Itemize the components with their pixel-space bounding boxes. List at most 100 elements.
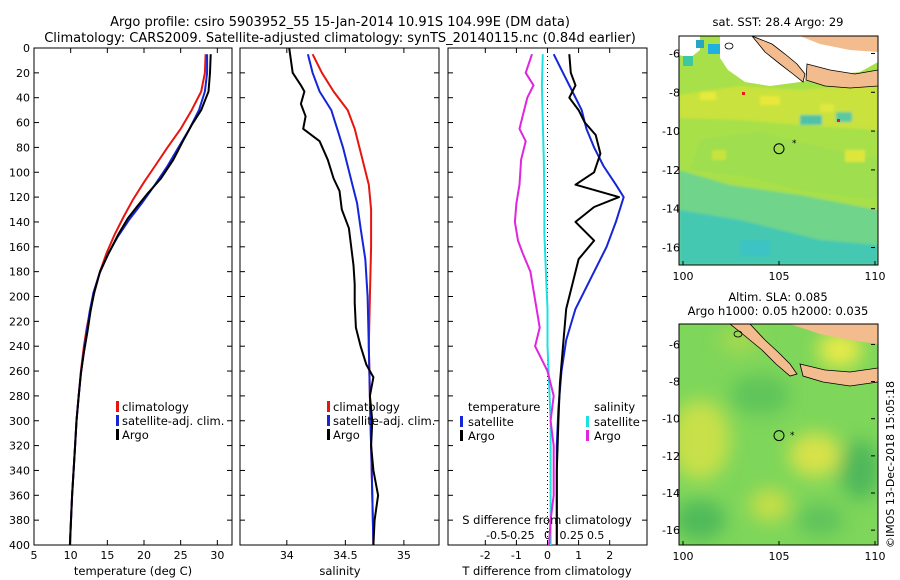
difference-series xyxy=(513,53,625,545)
x-tick-label: -2 xyxy=(480,549,491,562)
x-tick-label: 34.5 xyxy=(333,549,358,562)
salinity-difference-x-label: S difference from climatology xyxy=(462,513,632,527)
series-line-salinity-satellite xyxy=(540,54,552,545)
x-tick-label: 34 xyxy=(280,549,294,562)
lat-tick-label: -14 xyxy=(662,203,680,216)
y-tick-label: 280 xyxy=(9,390,30,403)
temperature-series xyxy=(68,54,212,545)
y-tick-label: 320 xyxy=(9,440,30,453)
lon-tick-label: 100 xyxy=(673,550,694,563)
legend-swatch-climatology xyxy=(116,401,119,412)
difference-x-label: T difference from climatology xyxy=(461,564,632,578)
temperature-x-axis: 5 10 15 20 25 30 xyxy=(31,48,224,562)
lon-tick-label: 105 xyxy=(769,270,790,283)
legend-swatch-argo xyxy=(327,429,330,440)
sst-map-title: sat. SST: 28.4 Argo: 29 xyxy=(713,15,844,29)
sla-map-title-1: Altim. SLA: 0.085 xyxy=(728,290,827,304)
y-tick-label: 140 xyxy=(9,216,30,229)
series-line-argo xyxy=(288,48,380,545)
y-tick-label: 0 xyxy=(23,42,30,55)
series-line-temperature-argo xyxy=(555,54,620,545)
legend-temperature-title: temperature xyxy=(468,400,540,414)
depth-axis: 0 20 40 60 80 100 120 140 160 180 200 220 240 260 280 3… xyxy=(9,42,647,552)
y-tick-label: 220 xyxy=(9,315,30,328)
legend-swatch-argo xyxy=(116,429,119,440)
lat-tick-label: -6 xyxy=(669,47,680,60)
legend-argo: Argo xyxy=(333,428,360,442)
legend-swatch-temp-argo xyxy=(460,430,463,441)
x2-tick-label: -0.5 xyxy=(486,529,507,542)
y-tick-label: 40 xyxy=(16,92,30,105)
lon-tick-label: 110 xyxy=(865,550,886,563)
legend-swatch-satellite xyxy=(327,415,330,426)
x-tick-label: 25 xyxy=(174,549,188,562)
y-tick-label: 160 xyxy=(9,241,30,254)
x-tick-label: 15 xyxy=(100,549,114,562)
lat-tick-label: -8 xyxy=(669,86,680,99)
y-tick-label: 100 xyxy=(9,166,30,179)
y-tick-label: 80 xyxy=(16,141,30,154)
legend-sal-satellite: satellite xyxy=(594,415,640,429)
lat-tick-label: -16 xyxy=(662,242,680,255)
salinity-series xyxy=(288,48,380,545)
sla-map-axes: 100 105 110 -6 -8 -10 -12 -14 -16 xyxy=(662,338,885,563)
salinity-x-axis: 34 34.5 35 xyxy=(280,48,411,562)
legend-swatch-sal-satellite xyxy=(586,416,589,427)
y-tick-label: 400 xyxy=(9,539,30,552)
x-tick-label: 5 xyxy=(31,549,38,562)
lat-tick-label: -6 xyxy=(669,338,680,351)
lon-tick-label: 105 xyxy=(769,550,790,563)
y-tick-label: 300 xyxy=(9,415,30,428)
x-tick-label: 30 xyxy=(210,549,224,562)
y-tick-label: 260 xyxy=(9,365,30,378)
x-tick-label: 1 xyxy=(575,549,582,562)
argo-star-icon: * xyxy=(790,431,795,441)
y-tick-label: 200 xyxy=(9,291,30,304)
title-line-2: Climatology: CARS2009. Satellite-adjuste… xyxy=(44,31,636,46)
legend-sal-argo: Argo xyxy=(594,429,621,443)
argo-location-marker xyxy=(773,143,785,155)
argo-location-marker xyxy=(773,430,785,442)
legend-swatch-climatology xyxy=(327,401,330,412)
sst-map: * xyxy=(679,36,878,265)
series-line-salinity-argo xyxy=(513,53,555,545)
x2-tick-label: -0.25 xyxy=(506,529,534,542)
sla-map: * xyxy=(679,324,878,545)
legend-swatch-sal-argo xyxy=(586,430,589,441)
lat-tick-label: -8 xyxy=(669,376,680,389)
difference-legend: temperature satellite Argo salinity sate… xyxy=(460,400,640,443)
lat-tick-label: -16 xyxy=(662,524,680,537)
temperature-legend: climatology satellite-adj. clim. Argo xyxy=(116,400,224,442)
legend-salinity-title: salinity xyxy=(594,400,635,414)
x2-tick-label: 0.25 xyxy=(560,529,585,542)
x2-tick-label: 0 xyxy=(544,529,551,542)
lon-tick-label: 100 xyxy=(673,270,694,283)
title-line-1: Argo profile: csiro 5903952_55 15-Jan-20… xyxy=(110,15,570,30)
legend-temp-argo: Argo xyxy=(468,429,495,443)
lat-tick-label: -12 xyxy=(662,450,680,463)
x2-tick-label: 0.5 xyxy=(587,529,605,542)
salinity-x-label: salinity xyxy=(319,564,360,578)
sst-map-axes: 100 105 110 -6 -8 -10 -12 -14 -16 xyxy=(662,47,885,283)
legend-argo: Argo xyxy=(122,428,149,442)
y-tick-label: 360 xyxy=(9,489,30,502)
x-tick-label: 0 xyxy=(544,549,551,562)
temperature-panel xyxy=(33,47,233,546)
lat-tick-label: -10 xyxy=(662,413,680,426)
lat-tick-label: -14 xyxy=(662,487,680,500)
x-tick-label: 10 xyxy=(64,549,78,562)
y-tick-label: 20 xyxy=(16,67,30,80)
series-line-argo xyxy=(68,54,212,545)
salinity-legend: climatology satellite-adj. clim. Argo xyxy=(327,400,435,442)
x-tick-label: 35 xyxy=(397,549,411,562)
y-tick-label: 340 xyxy=(9,464,30,477)
legend-temp-satellite: satellite xyxy=(468,415,514,429)
y-tick-label: 120 xyxy=(9,191,30,204)
y-tick-label: 240 xyxy=(9,340,30,353)
x-tick-label: -1 xyxy=(511,549,522,562)
y-tick-label: 380 xyxy=(9,514,30,527)
imos-credit: ©IMOS 13-Dec-2018 15:05:18 xyxy=(884,381,897,548)
salinity-panel xyxy=(239,47,440,546)
legend-swatch-satellite xyxy=(116,415,119,426)
